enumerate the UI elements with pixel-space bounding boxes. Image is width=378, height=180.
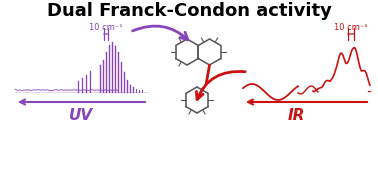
- Text: 10 cm⁻¹: 10 cm⁻¹: [334, 23, 368, 32]
- Text: IR: IR: [288, 108, 305, 123]
- Text: UV: UV: [70, 108, 94, 123]
- Text: Dual Franck-Condon activity: Dual Franck-Condon activity: [46, 2, 332, 20]
- Text: 10 cm⁻¹: 10 cm⁻¹: [89, 23, 123, 32]
